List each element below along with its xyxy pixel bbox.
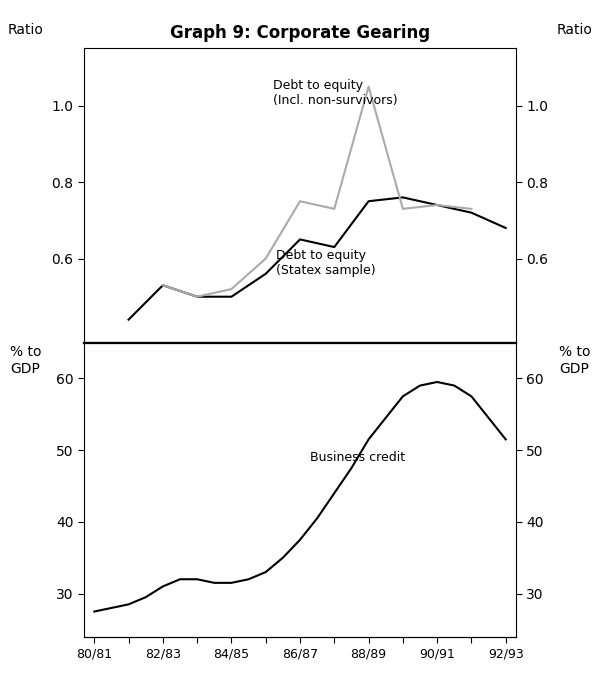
Text: Ratio: Ratio [8,23,44,37]
Text: Debt to equity
(Statex sample): Debt to equity (Statex sample) [276,249,376,277]
Text: Ratio: Ratio [556,23,592,37]
Text: Graph 9: Corporate Gearing: Graph 9: Corporate Gearing [170,24,430,42]
Text: Business credit: Business credit [310,450,406,464]
Text: Debt to equity
(Incl. non-survivors): Debt to equity (Incl. non-survivors) [272,79,397,107]
Text: % to
GDP: % to GDP [559,345,590,376]
Text: % to
GDP: % to GDP [10,345,41,376]
